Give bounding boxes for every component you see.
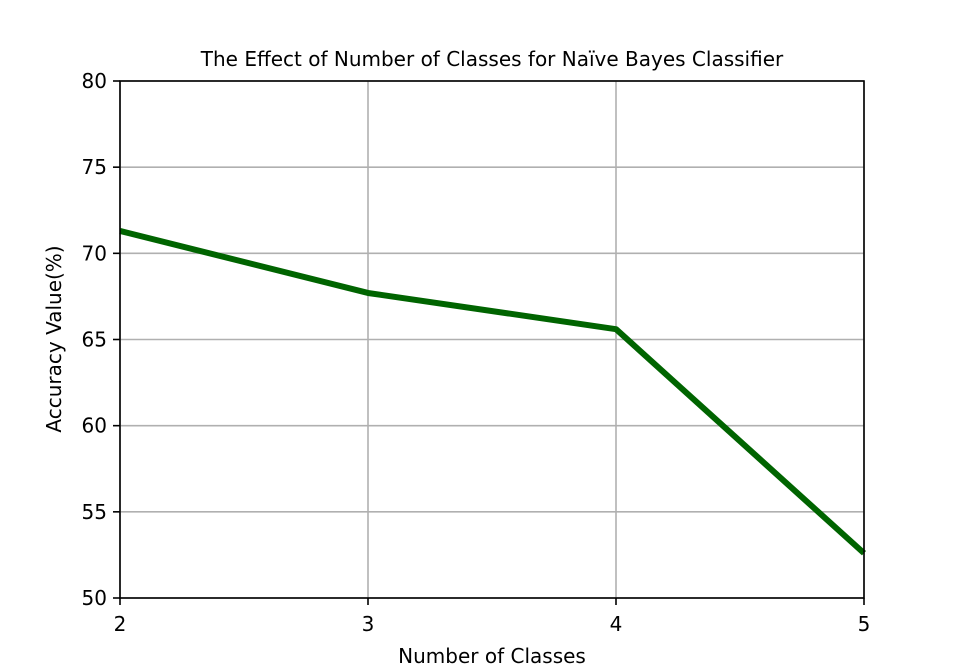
y-tick-label: 75 bbox=[82, 155, 107, 179]
y-axis: 50 55 60 65 70 75 80 bbox=[82, 69, 120, 610]
y-tick-label: 60 bbox=[82, 414, 107, 438]
y-tick-label: 65 bbox=[82, 328, 107, 352]
y-tick-label: 80 bbox=[82, 69, 107, 93]
x-axis-label: Number of Classes bbox=[398, 644, 586, 668]
series-line bbox=[119, 228, 867, 556]
y-tick-label: 50 bbox=[82, 586, 107, 610]
x-tick-label: 2 bbox=[114, 612, 127, 636]
series-group bbox=[119, 228, 867, 556]
grid bbox=[119, 80, 865, 599]
x-tick-label: 4 bbox=[610, 612, 623, 636]
y-tick-label: 70 bbox=[82, 241, 107, 265]
x-tick-label: 3 bbox=[362, 612, 375, 636]
x-axis: 2 3 4 5 bbox=[114, 598, 871, 636]
x-tick-label: 5 bbox=[858, 612, 871, 636]
chart-title: The Effect of Number of Classes for Naïv… bbox=[200, 47, 784, 71]
y-axis-label: Accuracy Value(%) bbox=[42, 245, 66, 432]
y-tick-label: 55 bbox=[82, 500, 107, 524]
